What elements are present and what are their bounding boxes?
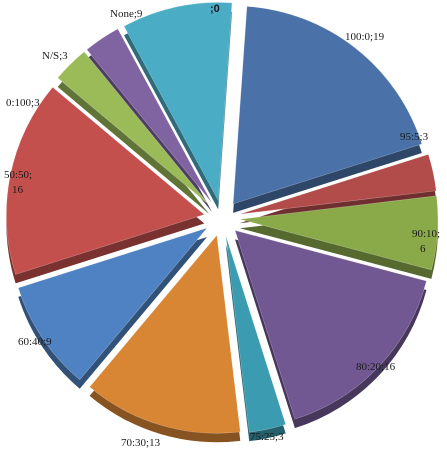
pie-label-95-5: 95:5;3 xyxy=(400,131,429,143)
pie-slice-90-10[interactable] xyxy=(239,195,439,271)
pie-slice-n-s[interactable] xyxy=(86,28,213,204)
pie-label-50-50: 50:50; 16 xyxy=(4,169,32,196)
pie-label-line: 6 xyxy=(420,243,426,255)
pie-label-0-100: 0:100;3 xyxy=(6,97,40,109)
pie-slice-80-20[interactable] xyxy=(234,229,427,420)
pie-slice-0-100[interactable] xyxy=(57,51,210,206)
pie-label-60-40: 60:40;9 xyxy=(18,336,52,348)
pie-slice-none[interactable] xyxy=(123,2,233,202)
pie-labels: 100:0;19 95:5;3 90:10; 6 80:20;16 75:25;3 70:3… xyxy=(4,3,440,449)
pie-slice-50-50[interactable] xyxy=(6,86,205,275)
pie-label-80-20: 80:20;16 xyxy=(356,361,396,373)
pie-slices xyxy=(6,2,439,434)
pie-label-70-30: 70:30;13 xyxy=(121,437,161,449)
pie-label-none: None;9 xyxy=(110,8,143,20)
pie-label-n-s: N/S;3 xyxy=(42,50,68,62)
pie-label-100-0: 100:0;19 xyxy=(345,31,385,43)
pie-label-line: 50:50; xyxy=(4,169,32,181)
pie-slice-70-30[interactable] xyxy=(89,234,241,434)
pie-label-75-25: 75:25;3 xyxy=(250,431,284,443)
pie-label-90-10: 90:10; 6 xyxy=(412,228,440,255)
pie-slice-60-40[interactable] xyxy=(17,227,208,381)
pie-slice-100-0[interactable] xyxy=(232,6,423,205)
pie-slice-75-25[interactable] xyxy=(225,235,287,433)
pie-slice-95-5[interactable] xyxy=(239,153,437,215)
pie-label-blank: ;0 xyxy=(210,3,220,15)
pie-label-line: 16 xyxy=(12,184,24,196)
pie-label-line: 90:10; xyxy=(412,228,440,240)
